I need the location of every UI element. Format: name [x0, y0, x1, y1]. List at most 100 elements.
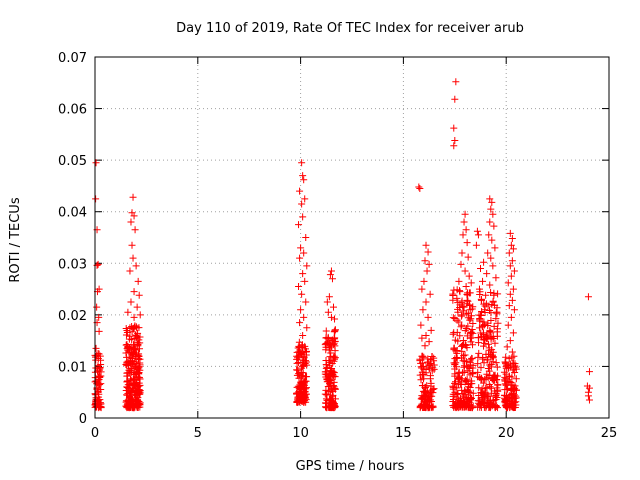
data-point	[502, 363, 510, 371]
data-point	[326, 341, 334, 349]
data-point	[297, 382, 305, 390]
data-point	[299, 172, 307, 180]
data-point	[480, 342, 488, 350]
data-point	[486, 195, 494, 203]
data-point	[460, 218, 468, 226]
data-point	[96, 365, 104, 373]
data-point	[328, 275, 336, 283]
data-point	[489, 348, 497, 356]
data-point	[422, 241, 430, 249]
x-tick-label: 20	[498, 426, 515, 441]
data-point	[475, 392, 483, 400]
data-point	[449, 402, 457, 410]
data-point	[124, 308, 132, 316]
data-point	[322, 327, 330, 335]
data-point	[130, 288, 138, 296]
data-point	[466, 358, 474, 366]
data-point	[463, 375, 471, 383]
data-point	[296, 387, 304, 395]
data-point	[458, 311, 466, 319]
data-point	[297, 306, 305, 314]
data-point	[505, 302, 513, 310]
data-point	[585, 396, 593, 404]
data-point	[302, 298, 310, 306]
data-point	[417, 395, 425, 403]
data-point	[475, 285, 483, 293]
data-point	[136, 361, 144, 369]
data-point	[502, 370, 510, 378]
data-point	[474, 368, 482, 376]
data-point	[487, 309, 495, 317]
data-point	[425, 338, 433, 346]
data-point	[122, 341, 130, 349]
data-point	[421, 400, 429, 408]
data-point	[480, 329, 488, 337]
data-point	[135, 291, 143, 299]
data-point	[453, 294, 461, 302]
grid-lines	[95, 57, 609, 418]
data-point	[508, 391, 516, 399]
data-point	[478, 395, 486, 403]
data-point	[127, 367, 135, 375]
data-point	[418, 334, 426, 342]
data-point	[422, 298, 430, 306]
data-point	[585, 384, 593, 392]
data-point	[450, 124, 458, 132]
data-point	[488, 352, 496, 360]
data-point	[129, 193, 137, 201]
data-point	[450, 359, 458, 367]
data-point	[127, 298, 135, 306]
data-point	[466, 316, 474, 324]
data-point	[510, 267, 518, 275]
data-point	[491, 244, 499, 252]
data-point	[420, 403, 428, 411]
data-point	[465, 289, 473, 297]
data-point	[478, 296, 486, 304]
data-point	[483, 270, 491, 278]
data-point	[493, 375, 501, 383]
data-point	[418, 394, 426, 402]
data-point	[322, 357, 330, 365]
data-point	[425, 364, 433, 372]
data-point	[455, 277, 463, 285]
data-point	[463, 386, 471, 394]
data-point	[480, 300, 488, 308]
data-point	[465, 272, 473, 280]
data-point	[488, 236, 496, 244]
data-point	[295, 392, 303, 400]
y-tick-label: 0.05	[58, 154, 87, 169]
data-point	[420, 277, 428, 285]
data-point	[95, 327, 103, 335]
data-point	[326, 271, 334, 279]
data-point	[327, 342, 335, 350]
data-point	[492, 359, 500, 367]
data-point	[299, 270, 307, 278]
data-point	[468, 354, 476, 362]
data-point	[476, 401, 484, 409]
data-point	[324, 308, 332, 316]
data-point	[132, 380, 140, 388]
data-point	[468, 326, 476, 334]
data-point	[451, 370, 459, 378]
data-point	[450, 329, 458, 337]
data-point	[326, 353, 334, 361]
data-point	[422, 331, 430, 339]
data-point	[329, 368, 337, 376]
data-point	[500, 391, 508, 399]
data-point	[298, 290, 306, 298]
data-point	[488, 198, 496, 206]
data-point	[134, 383, 142, 391]
data-point	[423, 389, 431, 397]
data-point	[482, 291, 490, 299]
y-tick-label: 0	[79, 412, 87, 427]
data-point	[506, 229, 514, 237]
data-point	[329, 303, 337, 311]
data-point	[326, 381, 334, 389]
data-point	[455, 369, 463, 377]
data-point	[502, 358, 510, 366]
data-point	[512, 375, 520, 383]
data-point	[133, 403, 141, 411]
data-point	[492, 315, 500, 323]
data-point	[126, 324, 134, 332]
data-point	[507, 313, 515, 321]
